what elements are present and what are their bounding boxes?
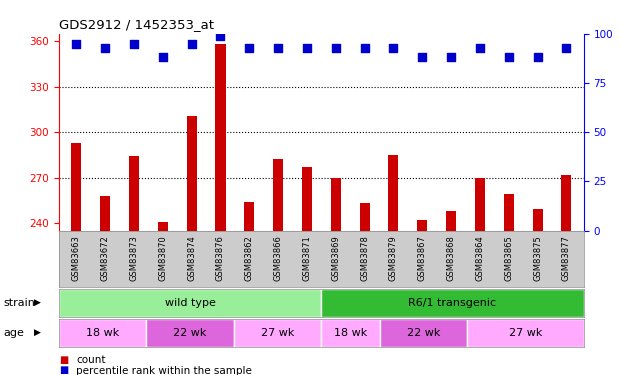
Point [504, 54, 514, 60]
Point [71, 40, 81, 46]
Bar [533, 209, 543, 375]
Bar [322, 319, 379, 347]
Point [273, 45, 283, 51]
Text: GSM83672: GSM83672 [101, 235, 110, 281]
Text: GDS2912 / 1452353_at: GDS2912 / 1452353_at [59, 18, 214, 31]
Text: 27 wk: 27 wk [261, 328, 294, 338]
Bar [417, 220, 427, 375]
Text: count: count [76, 355, 106, 365]
Text: age: age [3, 328, 24, 338]
Point [389, 45, 399, 51]
Text: GSM83866: GSM83866 [274, 235, 283, 281]
Bar [147, 319, 234, 347]
Text: GSM83876: GSM83876 [216, 235, 225, 281]
Text: GSM83868: GSM83868 [446, 235, 456, 281]
Text: GSM83877: GSM83877 [562, 235, 571, 281]
Bar [59, 319, 147, 347]
Bar [273, 159, 283, 375]
Bar [100, 196, 110, 375]
Bar [467, 319, 584, 347]
Text: ■: ■ [59, 355, 68, 365]
Text: percentile rank within the sample: percentile rank within the sample [76, 366, 252, 375]
Text: ▶: ▶ [34, 298, 41, 307]
Text: GSM83865: GSM83865 [504, 235, 514, 281]
Point [302, 45, 312, 51]
Bar [322, 289, 584, 317]
Bar [186, 116, 197, 375]
Text: 22 wk: 22 wk [173, 328, 207, 338]
Text: GSM83870: GSM83870 [158, 235, 167, 281]
Bar [234, 319, 322, 347]
Bar [331, 178, 341, 375]
Text: GSM83878: GSM83878 [360, 235, 369, 281]
Text: GSM83867: GSM83867 [418, 235, 427, 281]
Text: 27 wk: 27 wk [509, 328, 542, 338]
Point [533, 54, 543, 60]
Text: R6/1 transgenic: R6/1 transgenic [409, 298, 497, 308]
Text: strain: strain [3, 298, 35, 308]
Bar [561, 175, 571, 375]
Text: GSM83879: GSM83879 [389, 235, 398, 281]
Bar [71, 143, 81, 375]
Bar [446, 211, 456, 375]
Point [215, 33, 225, 39]
Bar [475, 178, 485, 375]
Text: 18 wk: 18 wk [86, 328, 119, 338]
Bar [244, 202, 255, 375]
Point [446, 54, 456, 60]
Text: 22 wk: 22 wk [407, 328, 440, 338]
Text: ▶: ▶ [34, 328, 41, 338]
Text: GSM83864: GSM83864 [476, 235, 484, 281]
Bar [158, 222, 168, 375]
Bar [59, 289, 322, 317]
Bar [379, 319, 467, 347]
Bar [215, 44, 225, 375]
Point [129, 40, 139, 46]
Text: GSM83873: GSM83873 [129, 235, 138, 281]
Point [244, 45, 254, 51]
Point [158, 54, 168, 60]
Point [360, 45, 369, 51]
Text: GSM83862: GSM83862 [245, 235, 254, 281]
Point [475, 45, 485, 51]
Bar [388, 155, 399, 375]
Text: GSM83875: GSM83875 [533, 235, 542, 281]
Bar [360, 203, 369, 375]
Text: ■: ■ [59, 366, 68, 375]
Point [331, 45, 341, 51]
Text: GSM83663: GSM83663 [72, 235, 81, 281]
Point [417, 54, 427, 60]
Text: GSM83874: GSM83874 [187, 235, 196, 281]
Bar [302, 167, 312, 375]
Text: GSM83871: GSM83871 [302, 235, 312, 281]
Bar [129, 156, 139, 375]
Point [100, 45, 110, 51]
Bar [504, 194, 514, 375]
Text: wild type: wild type [165, 298, 215, 308]
Text: GSM83869: GSM83869 [331, 235, 340, 281]
Point [561, 45, 571, 51]
Text: 18 wk: 18 wk [334, 328, 367, 338]
Point [187, 40, 197, 46]
